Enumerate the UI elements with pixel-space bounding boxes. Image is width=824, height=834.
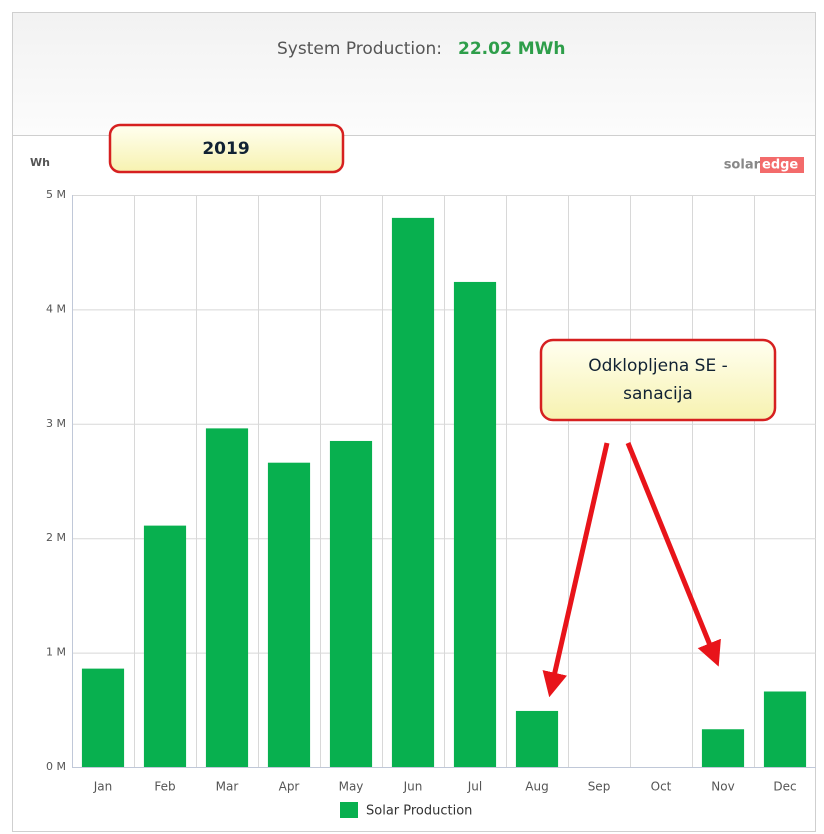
x-tick-label: Apr xyxy=(279,780,300,794)
y-axis-label: Wh xyxy=(30,156,50,169)
bar xyxy=(329,440,373,767)
arrow xyxy=(542,442,610,698)
x-tick-label: Mar xyxy=(216,780,239,794)
annotation-text: Odklopljena SE - xyxy=(588,356,728,376)
logo-edge: edge xyxy=(762,158,798,173)
production-label: System Production: xyxy=(277,39,442,59)
production-value: 22.02 MWh xyxy=(458,39,565,59)
x-tick-label: Aug xyxy=(525,780,548,794)
x-tick-label: Dec xyxy=(773,780,796,794)
bar xyxy=(515,710,559,767)
y-tick-label: 3 M xyxy=(46,417,66,430)
y-tick-label: 5 M xyxy=(46,188,66,201)
arrow xyxy=(625,442,721,667)
bar xyxy=(701,729,745,767)
annotation-box xyxy=(108,123,345,174)
bar xyxy=(81,668,125,767)
logo-solar: solar xyxy=(724,158,761,173)
y-tick-label: 4 M xyxy=(46,302,66,315)
x-tick-label: Sep xyxy=(588,780,611,794)
x-tick-label: Jan xyxy=(93,780,113,794)
header xyxy=(13,13,815,135)
x-tick-label: Jul xyxy=(467,780,482,794)
logo-bg xyxy=(760,157,804,173)
bar xyxy=(391,217,435,767)
bar xyxy=(143,525,187,767)
bar xyxy=(453,281,497,767)
bar xyxy=(763,691,807,767)
x-tick-label: Jun xyxy=(403,780,423,794)
x-tick-label: Feb xyxy=(154,780,175,794)
bar xyxy=(267,462,311,767)
legend-label: Solar Production xyxy=(366,804,472,819)
x-tick-label: Oct xyxy=(651,780,672,794)
y-tick-label: 0 M xyxy=(46,760,66,773)
x-tick-label: Nov xyxy=(711,780,734,794)
annotation-text: sanacija xyxy=(623,384,693,404)
bar xyxy=(205,428,249,767)
y-tick-label: 1 M xyxy=(46,646,66,659)
annotation-box xyxy=(539,338,777,422)
x-tick-label: May xyxy=(339,780,364,794)
y-tick-label: 2 M xyxy=(46,531,66,544)
annotation-text: 2019 xyxy=(202,139,249,159)
legend-swatch xyxy=(340,802,358,818)
